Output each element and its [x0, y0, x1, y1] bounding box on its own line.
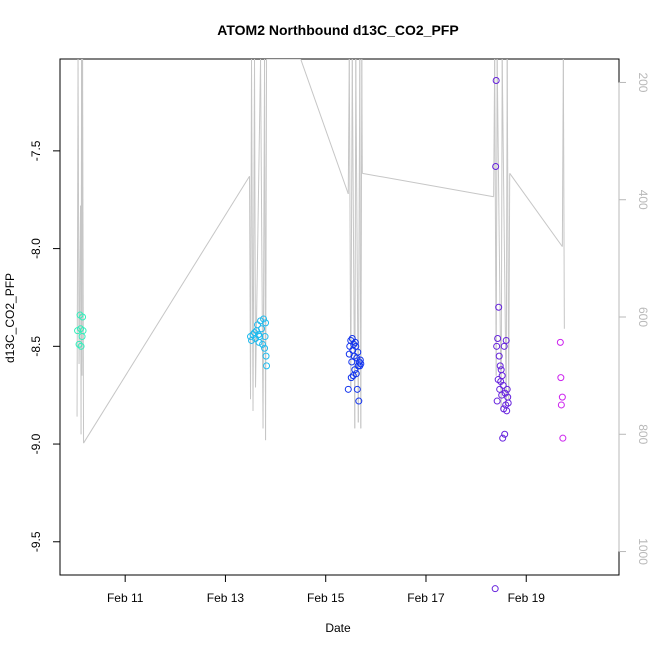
data-point: [348, 358, 356, 366]
data-point: [259, 340, 267, 348]
altitude-segment: [562, 59, 565, 329]
data-point: [557, 374, 565, 382]
altitude-segment: [500, 59, 503, 411]
altitude-segment: [362, 172, 494, 198]
data-point: [498, 372, 506, 380]
data-point: [347, 374, 355, 382]
data-point: [351, 366, 359, 374]
secondary-y-axis: 200 400 600 800 1000: [618, 72, 650, 565]
x-tick-label: Feb 19: [508, 591, 546, 605]
data-point: [262, 319, 270, 327]
data-point: [503, 407, 511, 415]
data-point: [258, 325, 266, 333]
data-point: [559, 434, 567, 442]
data-point: [499, 434, 507, 442]
secondary-tick-label: 1000: [636, 538, 650, 565]
secondary-tick-label: 400: [636, 190, 650, 210]
data-point: [502, 336, 510, 344]
data-point: [495, 352, 503, 360]
data-point: [344, 385, 352, 393]
data-point: [492, 77, 500, 84]
altitude-segment: [496, 59, 502, 411]
data-point: [261, 333, 269, 341]
altitude-segment: [260, 59, 264, 429]
data-point: [491, 585, 499, 593]
data-point: [353, 385, 361, 393]
data-point: [495, 303, 503, 311]
data-point: [260, 315, 268, 323]
data-point: [79, 313, 87, 321]
data-point: [494, 335, 502, 342]
y-axis: -7.5 -8.0 -8.5 -9.0 -9.5: [29, 140, 61, 552]
data-point: [352, 370, 360, 378]
data-point: [492, 163, 500, 170]
data-point: [496, 362, 504, 370]
data-point: [354, 348, 362, 356]
y-axis-label: d13C_CO2_PFP: [3, 273, 17, 363]
altitude-segment: [83, 176, 250, 444]
data-point: [557, 401, 565, 409]
data-point: [500, 342, 508, 350]
data-point: [350, 340, 358, 348]
x-tick-label: Feb 17: [407, 591, 445, 605]
data-point: [77, 342, 85, 350]
y-tick-label: -9.5: [29, 531, 43, 552]
chart-title: ATOM2 Northbound d13C_CO2_PFP: [217, 22, 458, 38]
x-tick-label: Feb 15: [307, 591, 345, 605]
x-tick-label: Feb 13: [207, 591, 245, 605]
data-point: [558, 393, 566, 401]
data-point: [504, 399, 512, 407]
altitude-segment: [509, 173, 563, 247]
data-point: [262, 352, 270, 360]
altitude-segment: [508, 173, 511, 400]
x-axis: Feb 11 Feb 13 Feb 15 Feb 17 Feb 19: [107, 574, 546, 605]
altitude-segment: [251, 59, 254, 411]
data-point: [79, 327, 87, 335]
data-point: [355, 397, 363, 405]
altitude-segment: [82, 59, 85, 444]
data-point: [503, 385, 511, 393]
y-tick-label: -7.5: [29, 140, 43, 161]
y-tick-label: -8.5: [29, 336, 43, 357]
data-point: [263, 362, 271, 370]
altitude-segment: [361, 59, 363, 174]
data-point: [356, 356, 364, 364]
data-point: [556, 338, 564, 346]
secondary-tick-label: 800: [636, 424, 650, 444]
y-tick-label: -9.0: [29, 433, 43, 454]
altitude-segment: [77, 59, 80, 364]
data-points: [74, 77, 567, 593]
altitude-trace: [76, 59, 565, 444]
y-tick-label: -8.0: [29, 238, 43, 259]
x-tick-label: Feb 11: [107, 591, 144, 605]
data-point: [498, 391, 506, 399]
altitude-segment: [495, 59, 498, 376]
data-point: [501, 430, 509, 438]
data-point: [493, 342, 501, 350]
altitude-segment: [350, 59, 353, 388]
data-point: [493, 397, 501, 405]
altitude-segment: [265, 59, 268, 441]
data-point: [75, 340, 83, 348]
altitude-segment: [501, 59, 507, 405]
x-axis-label: Date: [325, 621, 351, 635]
data-point: [357, 360, 365, 368]
secondary-tick-label: 600: [636, 307, 650, 327]
data-point: [351, 338, 359, 346]
secondary-tick-label: 200: [636, 72, 650, 92]
data-point: [499, 381, 507, 389]
altitude-segment: [300, 59, 349, 195]
data-point: [261, 344, 269, 352]
